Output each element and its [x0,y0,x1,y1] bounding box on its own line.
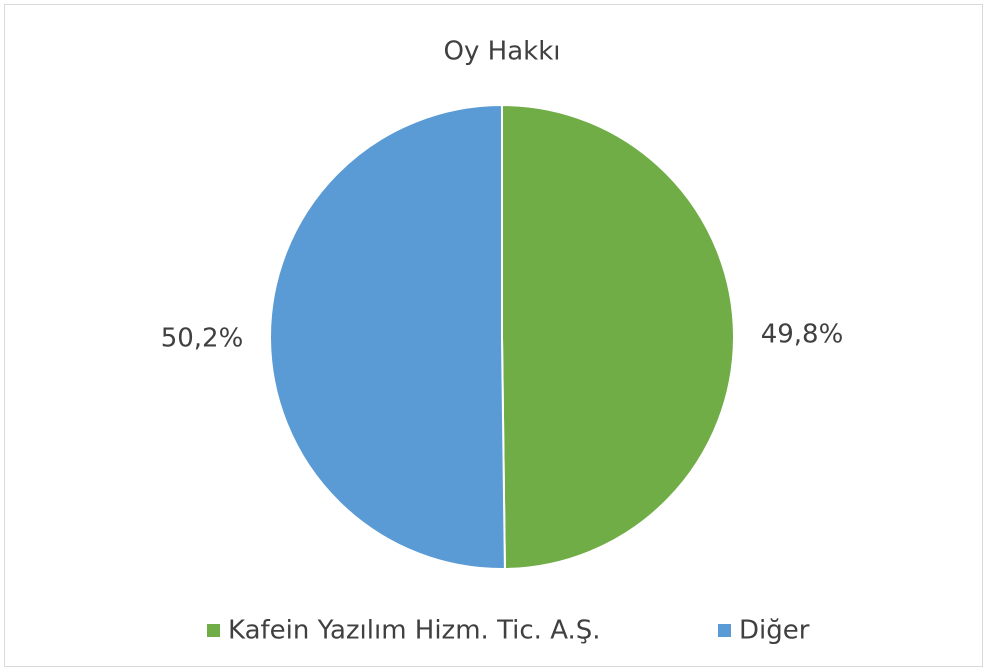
data-label: 50,2% [161,323,244,353]
legend-label: Kafein Yazılım Hizm. Tic. A.Ş. [228,616,601,646]
pie-slice [269,103,506,570]
pie-slice [501,103,736,570]
legend-swatch [718,624,731,637]
data-label: 49,8% [761,320,844,350]
legend-label: Diğer [739,616,810,646]
chart-title: Oy Hakkı [444,37,561,67]
legend-swatch [207,624,220,637]
